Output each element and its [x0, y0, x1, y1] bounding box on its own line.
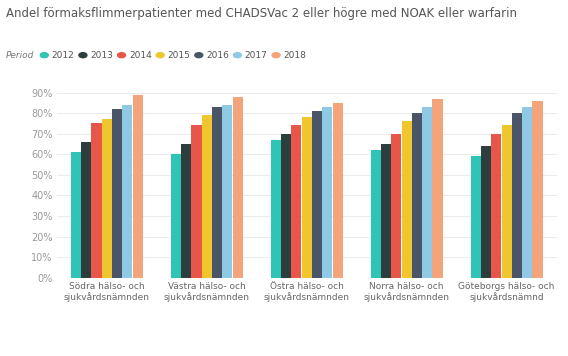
Bar — [391, 134, 402, 278]
Bar — [271, 140, 281, 278]
Bar — [312, 111, 322, 278]
Bar — [91, 124, 102, 278]
Bar — [202, 115, 212, 278]
Bar — [471, 156, 481, 278]
Bar — [281, 134, 291, 278]
Text: 2015: 2015 — [168, 51, 190, 60]
Text: 2017: 2017 — [245, 51, 268, 60]
Bar — [71, 152, 81, 278]
Text: 2013: 2013 — [90, 51, 113, 60]
Bar — [422, 107, 432, 278]
Text: 2012: 2012 — [52, 51, 74, 60]
Bar — [322, 107, 332, 278]
Text: 2016: 2016 — [206, 51, 229, 60]
Bar — [381, 144, 391, 278]
Bar — [181, 144, 191, 278]
Text: Period: Period — [6, 51, 34, 60]
Bar — [191, 125, 202, 278]
Bar — [432, 99, 442, 278]
Bar — [512, 113, 522, 278]
Bar — [412, 113, 422, 278]
Bar — [491, 134, 502, 278]
Bar — [302, 117, 312, 278]
Bar — [532, 101, 542, 278]
Bar — [212, 107, 222, 278]
Bar — [481, 146, 491, 278]
Bar — [332, 103, 343, 278]
Bar — [171, 154, 181, 278]
Bar — [522, 107, 532, 278]
Bar — [112, 109, 122, 278]
Bar — [502, 125, 512, 278]
Bar — [402, 121, 412, 278]
Bar — [222, 105, 232, 278]
Bar — [81, 142, 91, 278]
Bar — [102, 119, 112, 278]
Text: Andel förmaksflimmerpatienter med CHADSVac 2 eller högre med NOAK eller warfarin: Andel förmaksflimmerpatienter med CHADSV… — [6, 7, 517, 20]
Bar — [371, 150, 381, 278]
Bar — [132, 95, 143, 278]
Bar — [122, 105, 132, 278]
Bar — [291, 125, 302, 278]
Text: 2014: 2014 — [129, 51, 152, 60]
Text: 2018: 2018 — [283, 51, 306, 60]
Bar — [232, 97, 243, 278]
